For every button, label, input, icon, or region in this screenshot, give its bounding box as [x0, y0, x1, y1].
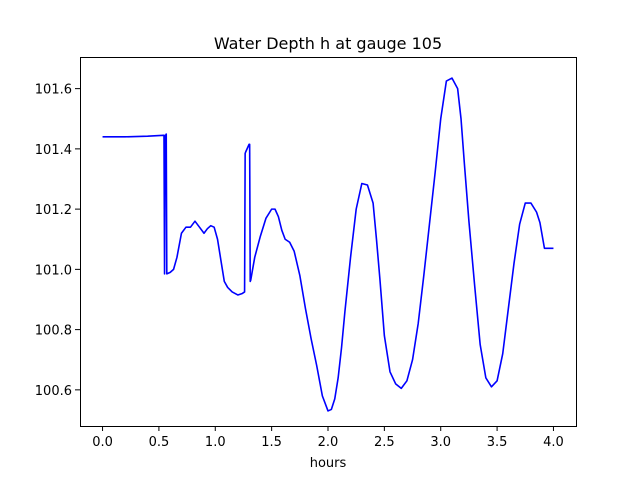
plot-area [102, 77, 554, 412]
plot-frame [80, 57, 577, 427]
y-tick-label: 101.0 [35, 263, 72, 278]
y-tick-label: 100.8 [35, 324, 72, 339]
y-tick-label: 101.2 [35, 203, 72, 218]
chart-title: Water Depth h at gauge 105 [214, 34, 442, 53]
y-axis: 100.6 100.8 101.0 101.2 101.4 101.6 [35, 83, 80, 399]
y-tick-label: 101.6 [35, 83, 72, 98]
x-tick-label: 2.5 [374, 435, 395, 450]
x-axis-label: hours [310, 456, 347, 471]
x-tick-label: 3.5 [487, 435, 508, 450]
x-tick-label: 1.0 [205, 435, 226, 450]
x-tick-label: 0.5 [149, 435, 170, 450]
x-tick-label: 3.0 [430, 435, 451, 450]
x-tick-label: 4.0 [543, 435, 564, 450]
x-tick-label: 1.5 [261, 435, 282, 450]
x-tick-label: 2.0 [318, 435, 339, 450]
y-tick-label: 101.4 [35, 143, 72, 158]
y-tick-label: 100.6 [35, 384, 72, 399]
x-tick-label: 0.0 [92, 435, 113, 450]
series-line [102, 77, 554, 412]
x-axis: 0.0 0.5 1.0 1.5 2.0 2.5 3.0 3.5 4.0 [92, 426, 564, 450]
